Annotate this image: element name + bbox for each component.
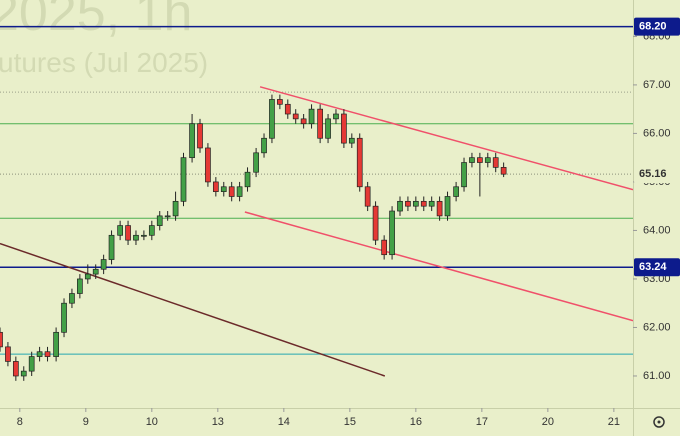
candle-body bbox=[412, 200, 419, 207]
candle-body bbox=[500, 167, 507, 175]
x-tick-label: 14 bbox=[278, 416, 290, 428]
candle-body bbox=[397, 200, 403, 212]
x-tick-label: 17 bbox=[476, 416, 488, 428]
x-tick-label: 8 bbox=[17, 416, 23, 428]
candle-body bbox=[100, 259, 107, 270]
candle-body bbox=[420, 200, 427, 207]
candle-body bbox=[69, 293, 75, 304]
price-label: 65.16 bbox=[639, 168, 667, 180]
settings-icon[interactable] bbox=[657, 420, 661, 424]
price-label-box bbox=[634, 258, 680, 277]
candle-body bbox=[269, 99, 275, 139]
candle-body bbox=[180, 157, 187, 202]
plot bbox=[0, 25, 633, 381]
candle-body bbox=[333, 113, 339, 120]
candle-body bbox=[444, 196, 451, 217]
candle-body bbox=[428, 200, 435, 207]
candle-body bbox=[261, 137, 267, 154]
candle-body bbox=[108, 234, 115, 260]
candle-body bbox=[205, 147, 211, 183]
x-tick-label: 20 bbox=[542, 416, 554, 428]
price-label-box bbox=[634, 165, 680, 184]
candle-body bbox=[117, 225, 123, 236]
watermark: utures (Jul 2025) bbox=[0, 47, 208, 78]
candle-body bbox=[405, 200, 411, 207]
candle-body bbox=[61, 302, 67, 333]
candle-body bbox=[84, 273, 91, 280]
candle-body bbox=[236, 186, 243, 197]
candle-body bbox=[461, 162, 467, 188]
candle-body bbox=[469, 157, 475, 163]
candle-body bbox=[0, 331, 3, 348]
x-tick-label: 21 bbox=[608, 416, 620, 428]
candle-body bbox=[477, 157, 483, 163]
y-tick-label: 61.00 bbox=[643, 370, 671, 382]
candle-body bbox=[292, 113, 299, 120]
candle-body bbox=[228, 186, 235, 197]
candle-body bbox=[348, 137, 355, 144]
candle-body bbox=[77, 278, 83, 294]
candle-body bbox=[317, 108, 323, 139]
x-tick-label: 9 bbox=[83, 416, 89, 428]
candle-body bbox=[325, 118, 331, 139]
candle-body bbox=[53, 331, 59, 357]
price-label: 63.24 bbox=[639, 261, 667, 273]
price-label-box bbox=[634, 17, 680, 36]
x-tick-label: 15 bbox=[344, 416, 356, 428]
candle-body bbox=[356, 137, 363, 188]
candle-body bbox=[28, 356, 35, 372]
candle-body bbox=[20, 370, 27, 377]
candle-body bbox=[372, 205, 379, 241]
candle-body bbox=[212, 181, 219, 192]
candle-body bbox=[92, 268, 99, 275]
price-label: 68.20 bbox=[639, 21, 667, 33]
candle-body bbox=[44, 351, 51, 357]
candle-body bbox=[156, 215, 163, 226]
candle-body bbox=[389, 210, 395, 256]
candle-body bbox=[341, 113, 347, 144]
trend-line bbox=[244, 211, 633, 322]
candle-body bbox=[164, 215, 171, 218]
candle-body bbox=[12, 361, 19, 377]
candle-body bbox=[453, 186, 459, 197]
candle-body bbox=[436, 200, 443, 217]
trend-line bbox=[0, 242, 386, 377]
y-tick-label: 66.00 bbox=[643, 127, 671, 139]
candle-body bbox=[197, 123, 203, 149]
candle-body bbox=[277, 99, 283, 105]
candle-body bbox=[484, 157, 491, 163]
watermark: 2025, 1h bbox=[0, 0, 192, 42]
candle-body bbox=[148, 225, 155, 236]
candle-body bbox=[189, 123, 195, 159]
candle-body bbox=[308, 108, 315, 125]
settings-icon[interactable] bbox=[653, 416, 665, 428]
x-tick-label: 10 bbox=[146, 416, 158, 428]
x-tick-label: 16 bbox=[410, 416, 422, 428]
settings-icon[interactable] bbox=[653, 416, 665, 428]
y-tick-label: 67.00 bbox=[643, 79, 671, 91]
x-tick-label: 13 bbox=[212, 416, 224, 428]
candle-body bbox=[36, 351, 43, 357]
candle-body bbox=[125, 225, 131, 241]
candle-body bbox=[253, 152, 259, 173]
candle-body bbox=[284, 103, 291, 115]
candle-body bbox=[172, 200, 179, 217]
candle-body bbox=[300, 118, 307, 125]
candle-body bbox=[381, 239, 388, 256]
candle-body bbox=[244, 171, 251, 188]
candle-body bbox=[492, 157, 499, 168]
candle-body bbox=[364, 186, 371, 207]
candle-body bbox=[220, 186, 227, 192]
candle-body bbox=[141, 234, 147, 237]
y-tick-label: 64.00 bbox=[643, 224, 671, 236]
candle-body bbox=[133, 234, 139, 241]
y-tick-label: 62.00 bbox=[643, 321, 671, 333]
candle-body bbox=[5, 346, 11, 362]
trend-line bbox=[259, 86, 633, 191]
